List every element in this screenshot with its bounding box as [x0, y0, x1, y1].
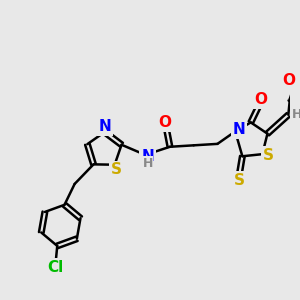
Text: S: S — [263, 148, 274, 163]
Text: H: H — [142, 157, 153, 170]
Text: O: O — [283, 73, 296, 88]
Text: S: S — [111, 162, 122, 177]
Text: N: N — [233, 122, 246, 137]
Text: O: O — [158, 115, 172, 130]
Text: H: H — [292, 108, 300, 121]
Text: N: N — [99, 119, 112, 134]
Text: Cl: Cl — [48, 260, 64, 275]
Text: O: O — [254, 92, 267, 107]
Text: N: N — [141, 149, 154, 164]
Text: S: S — [234, 173, 245, 188]
